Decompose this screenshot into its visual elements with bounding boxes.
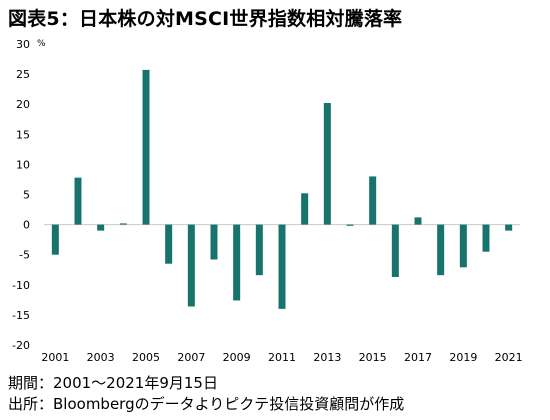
x-axis: 2001 2003 2005 2007 2009 2011 2013 2015 2017 2019… [41,351,522,364]
bar-2015 [369,176,377,225]
bar-2016 [391,224,399,277]
x-tick-label: 2013 [313,351,341,364]
bar-2005 [142,69,150,225]
bars [51,69,513,309]
x-tick-label: 2005 [132,351,160,364]
bar-2006 [165,224,173,264]
y-tick-label: 0 [23,219,30,232]
bar-2019 [459,224,467,268]
bar-2017 [414,217,422,225]
chart-title: 図表5：日本株の対MSCI世界指数相対騰落率 [8,8,403,30]
bar-2020 [482,224,490,252]
x-tick-label: 2017 [404,351,432,364]
period-note: 期間：2001～2021年9月15日 [8,374,218,392]
bar-2011 [278,224,286,309]
x-tick-label: 2011 [268,351,296,364]
bar-2021 [505,224,513,231]
y-tick-label: 20 [16,98,30,111]
x-tick-label: 2003 [87,351,115,364]
y-tick-label: 5 [23,189,30,202]
bar-2012 [301,193,309,225]
bar-2007 [187,224,195,307]
bar-2004 [119,223,127,225]
x-tick-label: 2019 [449,351,477,364]
bar-2003 [97,224,105,231]
y-axis: 30 25 20 15 10 5 0 -5 -10 -15 -20 [12,38,30,352]
y-tick-label: -20 [12,339,30,352]
x-tick-label: 2001 [41,351,69,364]
y-tick-label: -15 [12,309,30,322]
bar-2001 [51,224,59,255]
bar-2018 [437,224,445,276]
x-tick-label: 2015 [359,351,387,364]
y-tick-label: -10 [12,279,30,292]
y-tick-label: 15 [16,128,30,141]
x-tick-label: 2021 [495,351,523,364]
bar-2014 [346,224,354,226]
x-tick-label: 2007 [177,351,205,364]
x-tick-label: 2009 [223,351,251,364]
bar-2008 [210,224,218,260]
y-tick-label: 30 [16,38,30,51]
y-tick-label: 25 [16,68,30,81]
y-tick-label: 10 [16,158,30,171]
y-unit-label: % [37,39,46,49]
source-note: 出所：Bloombergのデータよりピクテ投信投資顧問が作成 [8,395,405,413]
bar-2010 [255,224,263,276]
bar-2009 [233,224,241,301]
y-tick-label: -5 [19,249,30,262]
bar-2013 [323,102,331,225]
bar-2002 [74,177,82,225]
